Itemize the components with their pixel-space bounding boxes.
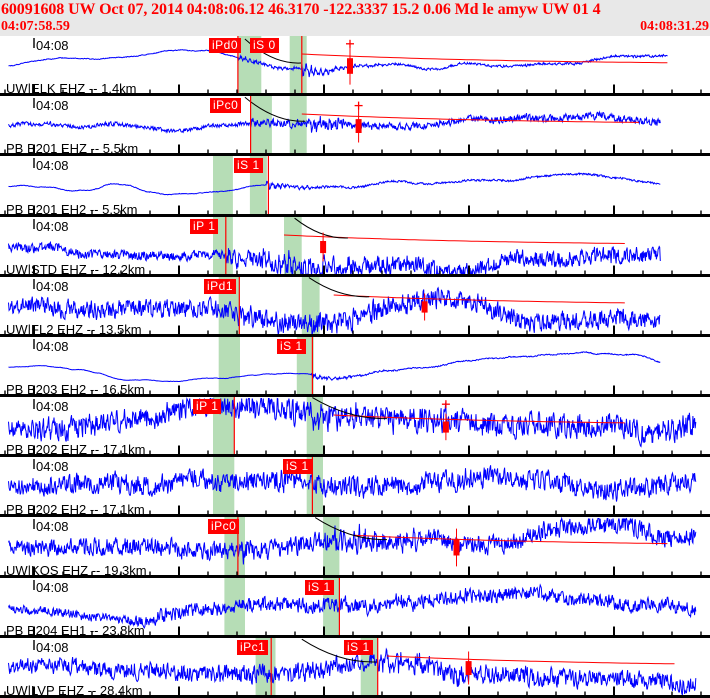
station-channel-label: UW|STD EHZ -- 12.2km xyxy=(6,262,146,277)
detection-window-band xyxy=(250,96,272,156)
waveform-polyline xyxy=(8,465,697,502)
detection-window-band xyxy=(218,337,240,397)
trace-panel[interactable]: 04:08 UW|LVP EHZ -- 28.4km iPc1 iS 1 xyxy=(0,638,710,698)
minute-tick-label: 04:08 xyxy=(36,459,69,474)
pick-leader-arrow xyxy=(301,638,377,663)
detection-window-band xyxy=(289,36,307,96)
trace-graphic xyxy=(0,36,710,96)
amplitude-measure-bar[interactable] xyxy=(347,58,353,74)
coda-decay-curve xyxy=(386,655,675,665)
seismogram-plot-area[interactable]: 04:08 UW|ELK EHZ -- 1.4km iPd0 iS 0 04:08 PB … xyxy=(0,36,710,698)
minute-tick-label: 04:08 xyxy=(36,580,69,595)
pick-phase-label[interactable]: iPc0 xyxy=(208,519,240,534)
amplitude-measure-bar[interactable] xyxy=(442,421,449,433)
coda-decay-curve xyxy=(283,234,625,244)
trace-panel[interactable]: 04:08 PB B202 EH2 -- 17.1km iS 1 xyxy=(0,457,710,517)
pick-leader-arrow xyxy=(312,397,388,420)
amplitude-measure-bar[interactable] xyxy=(355,119,362,133)
station-channel-label: UW|FL2 EHZ -- 13.5km xyxy=(6,322,142,337)
pick-phase-label[interactable]: iPd1 xyxy=(204,279,237,294)
detection-window-band xyxy=(289,96,307,156)
plus-marker-icon xyxy=(441,400,450,409)
pick-phase-label[interactable]: iS 1 xyxy=(344,640,373,655)
trace-graphic xyxy=(0,578,710,638)
minute-tick-label: 04:08 xyxy=(36,519,69,534)
amplitude-measure-bar[interactable] xyxy=(453,539,460,556)
trace-panel[interactable]: 04:08 PB B204 EH1 -- 23.8km iS 1 xyxy=(0,578,710,638)
minute-tick-label: 04:08 xyxy=(36,98,69,113)
trace-panel[interactable]: 04:08 UW|STD EHZ -- 12.2km iP 1 xyxy=(0,217,710,277)
minute-tick-label: 04:08 xyxy=(36,399,69,414)
station-channel-label: PB B202 EHZ -- 17.1km xyxy=(6,442,146,457)
station-channel-label: UW|LVP EHZ -- 28.4km xyxy=(6,683,143,698)
pick-phase-label[interactable]: iS 1 xyxy=(305,580,334,595)
trace-panel[interactable]: 04:08 PB B203 EH2 -- 16.5km iS 1 xyxy=(0,337,710,397)
coda-decay-curve xyxy=(333,294,625,304)
trace-graphic xyxy=(0,96,710,156)
detection-window-band xyxy=(306,397,323,457)
minute-tick-label: 04:08 xyxy=(36,339,69,354)
amplitude-measure-bar[interactable] xyxy=(421,301,428,313)
minute-tick-label: 04:08 xyxy=(36,640,69,655)
waveform-polyline xyxy=(8,286,661,336)
time-range-bar: 04:07:58.59 04:08:31.29 xyxy=(0,19,710,36)
trace-panel[interactable]: 04:08 UW|ELK EHZ -- 1.4km iPd0 iS 0 xyxy=(0,36,710,96)
amplitude-measure-bar[interactable] xyxy=(465,661,472,675)
pick-phase-label[interactable]: iPc1 xyxy=(237,640,269,655)
station-channel-label: PB B201 EH2 -- 5.5km xyxy=(6,202,138,217)
pick-leader-arrow xyxy=(294,217,348,239)
trace-graphic xyxy=(0,397,710,457)
waveform-polyline xyxy=(8,49,668,78)
plus-marker-icon xyxy=(354,101,363,110)
waveform-polyline xyxy=(8,351,661,383)
minute-tick-label: 04:08 xyxy=(36,219,69,234)
coda-decay-curve xyxy=(333,414,625,424)
minute-tick-label: 04:08 xyxy=(36,38,69,53)
trace-panel[interactable]: 04:08 PB B201 EHZ -- 5.5km iPc0 xyxy=(0,96,710,156)
station-channel-label: PB B204 EH1 -- 23.8km xyxy=(6,623,145,638)
waveform-polyline xyxy=(8,110,661,134)
amplitude-measure-bar[interactable] xyxy=(320,241,327,254)
coda-decay-curve xyxy=(301,53,668,64)
pick-phase-label[interactable]: iPc0 xyxy=(210,98,242,113)
trace-graphic xyxy=(0,517,710,578)
waveform-polyline xyxy=(8,583,697,629)
coda-decay-curve xyxy=(354,534,668,545)
station-channel-label: UW|KOS EHZ -- 19.3km xyxy=(6,563,147,578)
time-start-label: 04:07:58.59 xyxy=(1,19,70,34)
pick-phase-label[interactable]: iP 1 xyxy=(193,399,222,414)
pick-phase-label[interactable]: iS 1 xyxy=(283,459,312,474)
waveform-polyline xyxy=(8,517,697,565)
coda-decay-curve xyxy=(301,113,639,123)
waveform-polyline xyxy=(8,172,661,196)
waveform-polyline xyxy=(8,647,697,697)
minute-tick-label: 04:08 xyxy=(36,158,69,173)
station-channel-label: PB B202 EH2 -- 17.1km xyxy=(6,502,145,517)
station-channel-label: PB B203 EH2 -- 16.5km xyxy=(6,382,145,397)
trace-graphic xyxy=(0,156,710,217)
pick-phase-label[interactable]: iS 0 xyxy=(250,38,279,53)
pick-leader-arrow xyxy=(314,517,388,541)
time-end-label: 04:08:31.29 xyxy=(640,19,709,34)
event-header-line: 60091608 UW Oct 07, 2014 04:08:06.12 46.… xyxy=(1,1,601,18)
trace-panel[interactable]: 04:08 UW|KOS EHZ -- 19.3km iPc0 xyxy=(0,517,710,578)
detection-window-band xyxy=(213,457,235,517)
waveform-polyline xyxy=(8,397,697,448)
pick-phase-label[interactable]: iS 1 xyxy=(277,339,306,354)
waveform-polyline xyxy=(8,240,661,277)
station-channel-label: PB B201 EHZ -- 5.5km xyxy=(6,141,139,156)
trace-graphic xyxy=(0,457,710,517)
pick-phase-label[interactable]: iPd0 xyxy=(209,38,242,53)
detection-window-band xyxy=(213,156,233,217)
trace-panel[interactable]: 04:08 PB B201 EH2 -- 5.5km iS 1 xyxy=(0,156,710,217)
station-channel-label: UW|ELK EHZ -- 1.4km xyxy=(6,81,137,96)
minute-tick-label: 04:08 xyxy=(36,279,69,294)
trace-panel[interactable]: 04:08 PB B202 EHZ -- 17.1km iP 1 xyxy=(0,397,710,457)
pick-phase-label[interactable]: iP 1 xyxy=(190,219,219,234)
trace-panel[interactable]: 04:08 UW|FL2 EHZ -- 13.5km iPd1 xyxy=(0,277,710,337)
pick-phase-label[interactable]: iS 1 xyxy=(234,158,263,173)
plus-marker-icon xyxy=(346,39,354,48)
pick-leader-arrow xyxy=(308,277,370,298)
